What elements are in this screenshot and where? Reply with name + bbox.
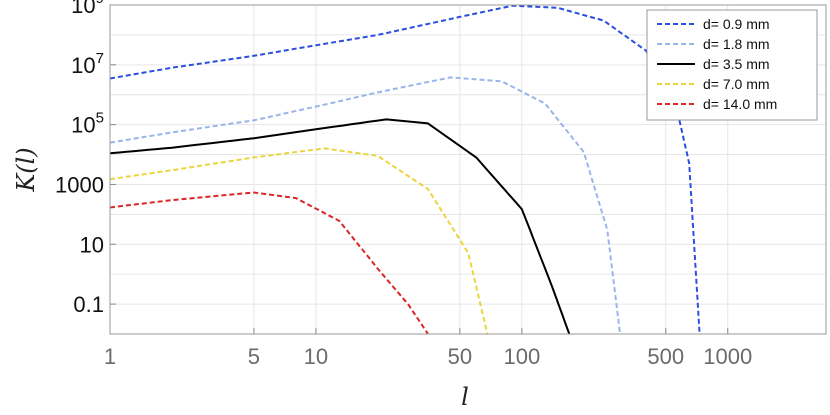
y-tick-label: 109 (71, 0, 104, 18)
plot-frame (109, 4, 827, 335)
legend-label: d= 3.5 mm (703, 56, 770, 72)
series-line-3 (110, 118, 571, 334)
x-tick-label: 500 (647, 344, 684, 369)
x-tick-label: 1000 (703, 344, 752, 369)
y-tick-label: 107 (71, 50, 104, 78)
y-tick-label: 105 (71, 110, 104, 138)
y-tick-label: 1000 (55, 172, 104, 197)
x-tick-label: 5 (248, 344, 260, 369)
legend-label: d= 7.0 mm (703, 76, 770, 92)
series-line-5 (110, 191, 429, 334)
legend: d= 0.9 mm d= 1.8 mm d= 3.5 mm d= 7.0 mm d= 1… (646, 9, 818, 121)
legend-label: d= 14.0 mm (703, 96, 777, 112)
legend-label: d= 1.8 mm (703, 36, 770, 52)
y-tick-label: 10 (80, 232, 104, 257)
x-axis: 1 5 10 50 100 500 1000 (104, 328, 752, 369)
series-group (110, 5, 701, 334)
y-tick-label: 0.1 (73, 292, 104, 317)
x-tick-label: 1 (104, 344, 116, 369)
legend-label: d= 0.9 mm (703, 16, 770, 32)
x-tick-label: 50 (448, 344, 472, 369)
x-axis-label: l (461, 383, 469, 411)
series-line-1 (110, 5, 701, 334)
series-line-4 (110, 147, 489, 334)
x-tick-label: 10 (304, 344, 328, 369)
y-axis: 0.1 10 1000 105 107 109 (55, 0, 116, 317)
series-line-2 (110, 76, 622, 334)
x-tick-label: 100 (503, 344, 540, 369)
y-axis-label: K(l) (12, 147, 40, 192)
